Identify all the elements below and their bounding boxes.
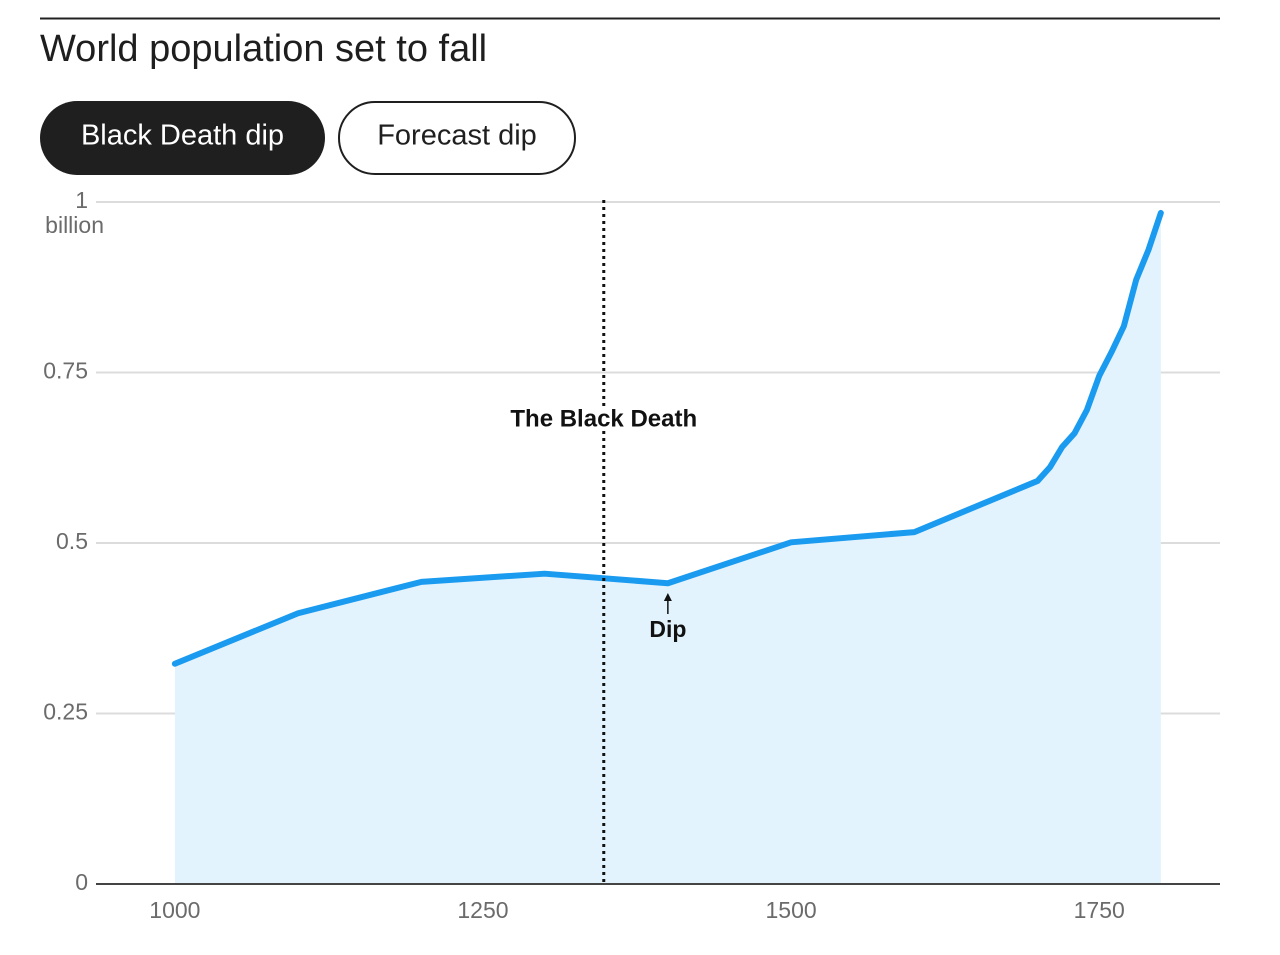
button-label[interactable]: Black Death dip [81, 120, 284, 152]
chart-title: World population set to fall [40, 28, 487, 70]
button[interactable] [338, 101, 576, 175]
button[interactable] [40, 101, 325, 175]
y-tick-label: 0.75 [43, 358, 88, 384]
dip-arrow-head [663, 593, 672, 601]
area [174, 212, 1161, 885]
y-tick-label: 1 [75, 187, 88, 213]
x-tick-label: 1250 [457, 897, 508, 923]
x-tick-label: 1000 [149, 897, 200, 923]
x-tick-label: 1750 [1074, 897, 1125, 923]
button-label[interactable]: Forecast dip [377, 120, 537, 152]
event-label: The Black Death [510, 405, 697, 432]
x-tick-label: 1500 [766, 897, 817, 923]
y-tick-label: 0 [75, 869, 88, 895]
y-tick-label: 0.5 [56, 528, 88, 554]
y-unit-label: billion [45, 212, 104, 238]
line [171, 209, 1164, 667]
y-tick-label: 0.25 [43, 699, 88, 725]
dip-label: Dip [649, 616, 686, 642]
